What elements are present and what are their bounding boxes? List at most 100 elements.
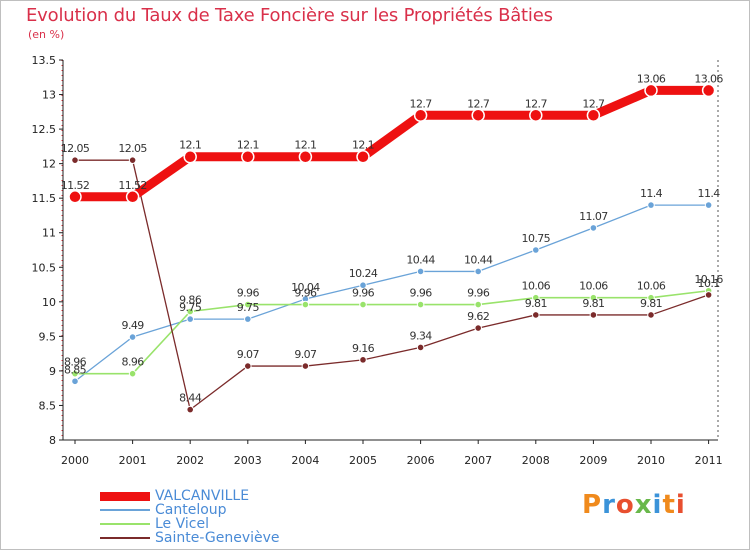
data-point bbox=[359, 281, 367, 290]
data-point bbox=[244, 315, 252, 323]
data-point bbox=[359, 356, 367, 364]
data-point bbox=[356, 149, 370, 164]
data-label: 9.49 bbox=[122, 319, 145, 332]
data-label: 10.75 bbox=[522, 232, 551, 245]
data-label: 9.16 bbox=[352, 342, 375, 355]
data-point bbox=[532, 246, 540, 254]
data-label: 9.75 bbox=[179, 301, 202, 314]
legend-swatch bbox=[100, 537, 150, 539]
x-tick-label: 2009 bbox=[579, 454, 607, 467]
data-point bbox=[589, 224, 598, 232]
data-label: 9.07 bbox=[237, 348, 260, 361]
data-label: 11.52 bbox=[118, 179, 147, 192]
y-tick-label: 8 bbox=[49, 434, 56, 447]
legend-item: VALCANVILLE bbox=[100, 489, 249, 503]
data-point bbox=[128, 156, 137, 164]
data-label: 12.7 bbox=[410, 97, 433, 110]
unit-label: (en %) bbox=[28, 28, 65, 41]
data-label: 9.81 bbox=[525, 297, 547, 310]
x-tick-label: 2001 bbox=[119, 454, 147, 467]
data-point bbox=[125, 190, 140, 204]
data-point bbox=[644, 83, 658, 98]
data-label: 10.16 bbox=[694, 273, 723, 286]
data-label: 8.96 bbox=[122, 356, 145, 369]
x-tick-label: 2011 bbox=[695, 454, 723, 467]
data-point bbox=[474, 324, 483, 332]
legend-label: Le Vicel bbox=[155, 516, 209, 532]
data-point bbox=[183, 149, 197, 164]
data-point bbox=[416, 343, 425, 352]
data-point bbox=[589, 293, 598, 302]
x-tick-label: 2006 bbox=[407, 454, 435, 467]
data-point bbox=[71, 156, 79, 164]
data-point bbox=[474, 300, 483, 309]
data-point bbox=[704, 201, 713, 209]
series-line-canteloup bbox=[74, 204, 709, 382]
data-point bbox=[241, 149, 255, 164]
data-point bbox=[71, 369, 79, 378]
y-tick-label: 12 bbox=[42, 158, 56, 171]
data-point bbox=[529, 108, 543, 123]
data-label: 8.44 bbox=[179, 392, 202, 405]
data-point bbox=[704, 291, 713, 299]
data-point bbox=[532, 311, 540, 319]
legend-swatch bbox=[100, 491, 150, 501]
data-point bbox=[532, 293, 540, 302]
legend-item: Canteloup bbox=[100, 503, 227, 517]
y-tick-label: 11 bbox=[42, 227, 56, 240]
legend-item: Le Vicel bbox=[100, 517, 209, 531]
x-tick-label: 2004 bbox=[291, 454, 319, 467]
data-point bbox=[301, 300, 310, 309]
data-label: 10.44 bbox=[464, 253, 493, 266]
legend-label: VALCANVILLE bbox=[155, 488, 250, 504]
data-labels: 11.52 11.52 12.1 12.1 12.1 12.1 12.7 12.7 12.7 12… bbox=[61, 72, 724, 404]
proxiti-logo: Proxiti bbox=[582, 490, 686, 520]
data-label: 9.96 bbox=[467, 287, 490, 300]
data-label: 11.52 bbox=[61, 179, 90, 192]
data-point bbox=[647, 311, 655, 319]
data-label: 12.7 bbox=[525, 97, 548, 110]
data-label: 12.05 bbox=[61, 142, 90, 155]
data-label: 10.06 bbox=[637, 280, 666, 293]
data-label: 10.06 bbox=[522, 280, 551, 293]
data-point bbox=[586, 108, 601, 123]
data-point bbox=[68, 190, 82, 204]
data-label: 11.07 bbox=[579, 210, 608, 223]
data-point bbox=[244, 300, 252, 309]
y-tick-label: 13.5 bbox=[32, 54, 57, 67]
data-label: 10.44 bbox=[406, 253, 435, 266]
data-point bbox=[186, 315, 194, 323]
data-label: 10.06 bbox=[579, 280, 608, 293]
legend-item: Sainte-Geneviève bbox=[100, 531, 280, 545]
data-point bbox=[589, 311, 598, 319]
x-tick-label: 2000 bbox=[61, 454, 89, 467]
series-lines bbox=[74, 85, 709, 411]
data-point bbox=[244, 362, 252, 370]
legend-swatch bbox=[100, 523, 150, 525]
data-point bbox=[128, 369, 137, 378]
chart-title: Evolution du Taux de Taxe Foncière sur l… bbox=[26, 5, 553, 26]
x-tick-label: 2003 bbox=[234, 454, 262, 467]
series-line-sainte-genevi-ve bbox=[75, 159, 709, 411]
data-label: 9.96 bbox=[352, 287, 375, 300]
data-point bbox=[647, 201, 655, 209]
axes: 8 8.5 9 9.5 10 10.5 11 11.5 12 12.5 13 13.5 2000 2001… bbox=[32, 54, 723, 467]
data-label: 9.96 bbox=[294, 287, 317, 300]
data-label: 11.4 bbox=[640, 187, 663, 200]
data-label: 13.06 bbox=[637, 72, 666, 85]
data-label: 9.62 bbox=[467, 310, 489, 323]
data-label: 9.34 bbox=[410, 329, 433, 342]
data-label: 12.7 bbox=[582, 97, 605, 110]
x-tick-label: 2005 bbox=[349, 454, 377, 467]
y-tick-label: 9.5 bbox=[39, 330, 57, 343]
y-tick-label: 13 bbox=[42, 89, 56, 102]
x-tick-label: 2008 bbox=[522, 454, 550, 467]
series-line-valcanville bbox=[75, 85, 709, 202]
data-label: 13.06 bbox=[694, 72, 723, 85]
data-point bbox=[186, 405, 194, 414]
y-tick-label: 8.5 bbox=[39, 399, 57, 412]
series-line-le-vicel bbox=[75, 289, 709, 375]
data-label: 12.05 bbox=[118, 142, 147, 155]
data-point bbox=[701, 83, 716, 98]
